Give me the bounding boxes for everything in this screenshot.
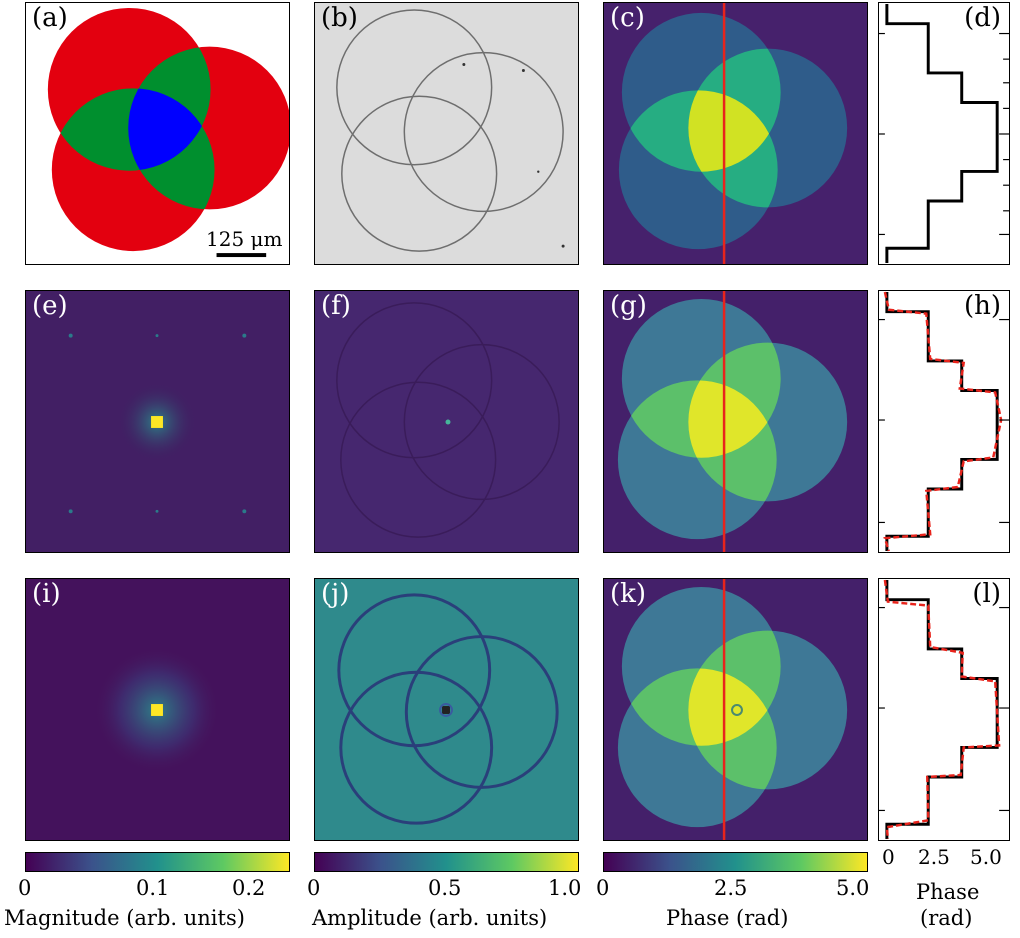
panel-label: (e) <box>32 291 68 321</box>
profile-svg <box>879 579 1009 840</box>
panel-d-profile: (d) <box>878 2 1010 265</box>
panel-g-phase-recon: (g) <box>603 290 868 553</box>
phase-svg <box>604 3 867 264</box>
cbar1-tick-0: 0 <box>18 876 32 900</box>
cbar1-label: Magnitude (arb. units) <box>4 906 245 930</box>
profile-axis-label-1: Phase <box>916 880 980 904</box>
scale-bar-label: 125 μm <box>206 227 283 251</box>
cbar3-tick-0: 0 <box>596 876 610 900</box>
panel-c-phase-true: (c) <box>603 2 868 265</box>
panel-h-profile: (h) <box>878 290 1010 553</box>
mask-svg <box>26 3 289 264</box>
panel-label: (k) <box>610 579 647 609</box>
profile-tick-1: 2.5 <box>918 845 950 869</box>
cbar3-tick-1: 2.5 <box>714 876 748 900</box>
panel-label: (c) <box>610 3 645 33</box>
panel-label: (j) <box>321 579 350 609</box>
panel-label: (i) <box>32 579 61 609</box>
panel-l-profile: (l) <box>878 578 1010 841</box>
panel-a-mask: (a) 125 μm <box>25 2 290 265</box>
cbar3-tick-2: 5.0 <box>836 876 870 900</box>
panel-k-phase-recon: (k) <box>603 578 868 841</box>
panel-i-magnitude: (i) <box>25 578 290 841</box>
intensity-svg <box>315 3 578 264</box>
cbar2-tick-2: 1.0 <box>548 876 582 900</box>
cbar1-tick-2: 0.2 <box>232 876 266 900</box>
panel-label: (l) <box>972 579 1001 609</box>
panel-label: (f) <box>321 291 351 321</box>
cbar2-label: Amplitude (arb. units) <box>312 906 548 930</box>
panel-label: (g) <box>610 291 647 321</box>
panel-label: (b) <box>321 3 358 33</box>
colorbar-amplitude <box>314 852 579 872</box>
magnitude-svg <box>26 579 289 840</box>
panel-label: (d) <box>964 3 1001 33</box>
colorbar-phase <box>603 852 868 872</box>
colorbar-magnitude <box>25 852 290 872</box>
profile-tick-2: 5.0 <box>970 845 1002 869</box>
magnitude-svg <box>26 291 289 552</box>
panel-e-magnitude: (e) <box>25 290 290 553</box>
panel-j-amplitude: (j) <box>314 578 579 841</box>
panel-f-amplitude: (f) <box>314 290 579 553</box>
profile-axis-label-2: (rad) <box>920 906 973 930</box>
phase-svg <box>604 291 867 552</box>
profile-svg <box>879 3 1009 264</box>
profile-svg <box>879 291 1009 552</box>
phase-svg <box>604 579 867 840</box>
cbar2-tick-0: 0 <box>307 876 321 900</box>
panel-label: (a) <box>32 3 68 33</box>
panel-b-intensity: (b) <box>314 2 579 265</box>
panel-label: (h) <box>963 291 1001 321</box>
amplitude-svg <box>315 579 578 840</box>
scale-bar <box>216 253 267 258</box>
amplitude-svg <box>315 291 578 552</box>
cbar3-label: Phase (rad) <box>666 906 789 930</box>
cbar1-tick-1: 0.1 <box>136 876 170 900</box>
cbar2-tick-1: 0.5 <box>428 876 462 900</box>
profile-tick-0: 0 <box>882 845 895 869</box>
